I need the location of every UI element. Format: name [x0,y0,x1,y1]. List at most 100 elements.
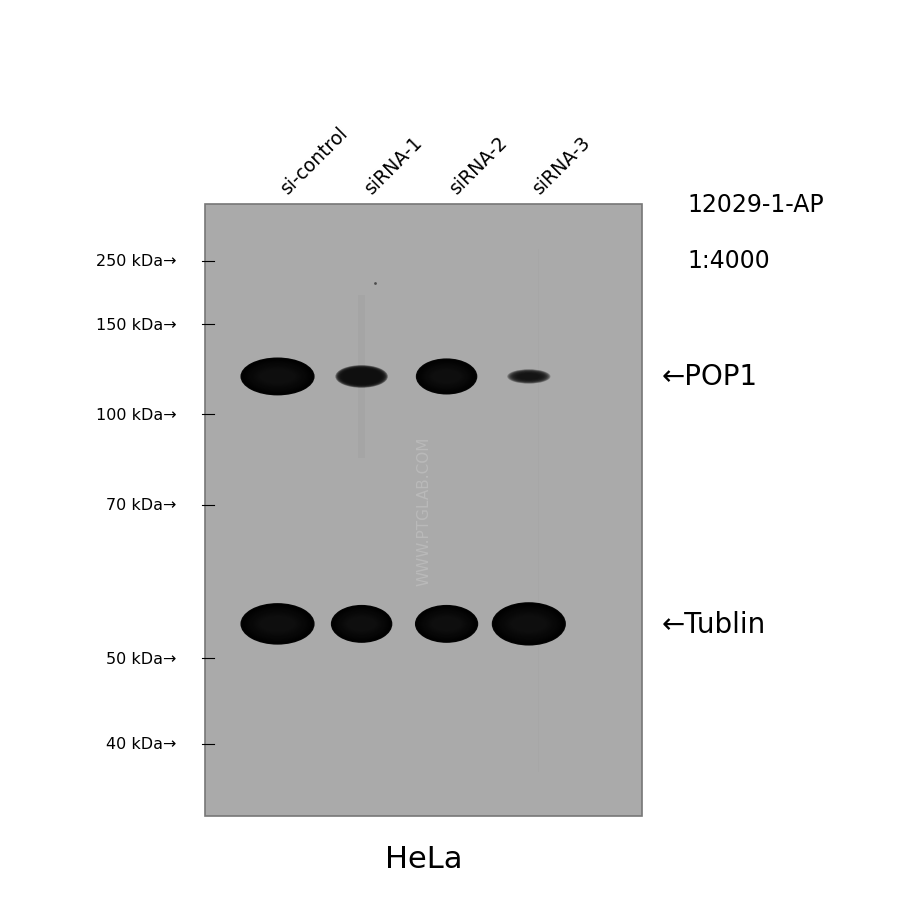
Ellipse shape [498,607,559,641]
Ellipse shape [337,366,386,388]
Ellipse shape [426,366,466,388]
Ellipse shape [421,610,471,639]
Ellipse shape [349,373,373,381]
Ellipse shape [428,614,464,634]
Ellipse shape [429,615,463,633]
Ellipse shape [509,371,547,383]
Ellipse shape [498,608,558,640]
Ellipse shape [254,612,301,636]
Ellipse shape [241,604,313,644]
Ellipse shape [499,608,557,640]
Ellipse shape [338,611,385,638]
Ellipse shape [336,609,387,640]
Ellipse shape [416,607,476,641]
Ellipse shape [261,617,293,631]
Ellipse shape [507,613,550,635]
Text: siRNA-2: siRNA-2 [446,133,511,198]
Text: 12029-1-AP: 12029-1-AP [686,192,823,216]
Ellipse shape [342,614,380,634]
Ellipse shape [517,373,540,381]
Ellipse shape [340,612,382,636]
Ellipse shape [259,370,295,384]
Ellipse shape [256,367,299,387]
Bar [205,205,641,816]
Ellipse shape [509,615,547,633]
Ellipse shape [505,612,552,637]
Ellipse shape [503,611,554,638]
Ellipse shape [425,613,467,635]
Ellipse shape [516,373,541,381]
Text: si-control: si-control [277,123,352,198]
Ellipse shape [506,612,551,636]
Ellipse shape [507,370,550,384]
Ellipse shape [508,371,548,383]
Text: 250 kDa→: 250 kDa→ [96,254,176,269]
Point [368,276,382,290]
Ellipse shape [347,372,376,382]
Ellipse shape [511,372,545,382]
Ellipse shape [349,373,374,382]
Ellipse shape [243,605,312,643]
Ellipse shape [415,359,477,395]
Ellipse shape [430,616,462,632]
Ellipse shape [342,369,380,385]
Ellipse shape [420,609,472,640]
Ellipse shape [513,373,544,382]
Ellipse shape [247,362,308,392]
Text: siRNA-3: siRNA-3 [528,133,593,198]
Ellipse shape [247,363,307,391]
Ellipse shape [496,606,561,642]
Ellipse shape [501,609,555,640]
Ellipse shape [339,611,384,638]
Ellipse shape [415,606,477,642]
Ellipse shape [251,611,303,638]
Ellipse shape [330,605,392,643]
Bar [358,296,365,458]
Ellipse shape [423,611,470,638]
Ellipse shape [250,364,304,391]
Text: 1:4000: 1:4000 [686,248,769,272]
Ellipse shape [514,373,543,382]
Ellipse shape [428,368,464,386]
Ellipse shape [337,610,386,639]
Ellipse shape [336,366,386,388]
Ellipse shape [333,607,389,641]
Ellipse shape [491,603,565,646]
Ellipse shape [331,606,391,642]
Ellipse shape [339,367,384,387]
Ellipse shape [257,368,297,386]
Ellipse shape [348,373,375,382]
Ellipse shape [508,371,548,383]
Ellipse shape [244,606,311,642]
Ellipse shape [518,374,538,380]
Ellipse shape [507,370,549,384]
Ellipse shape [417,361,475,393]
Text: HeLa: HeLa [385,844,461,873]
Ellipse shape [517,374,539,380]
Ellipse shape [257,614,297,634]
Ellipse shape [261,371,293,383]
Ellipse shape [343,370,379,384]
Text: ←Tublin: ←Tublin [661,610,765,639]
Ellipse shape [347,617,376,631]
Ellipse shape [346,372,377,382]
Ellipse shape [510,372,546,382]
Text: 70 kDa→: 70 kDa→ [106,498,176,512]
Ellipse shape [508,614,548,634]
Ellipse shape [511,372,545,382]
Ellipse shape [517,374,539,380]
Ellipse shape [502,610,554,639]
Ellipse shape [240,358,314,396]
Ellipse shape [512,617,545,631]
Ellipse shape [425,366,467,388]
Ellipse shape [258,369,296,385]
Ellipse shape [432,618,461,630]
Ellipse shape [492,603,564,645]
Ellipse shape [245,361,310,393]
Ellipse shape [346,616,377,632]
Ellipse shape [247,608,307,640]
Ellipse shape [344,615,378,633]
Ellipse shape [422,364,470,391]
Ellipse shape [422,611,470,638]
Ellipse shape [334,608,388,640]
